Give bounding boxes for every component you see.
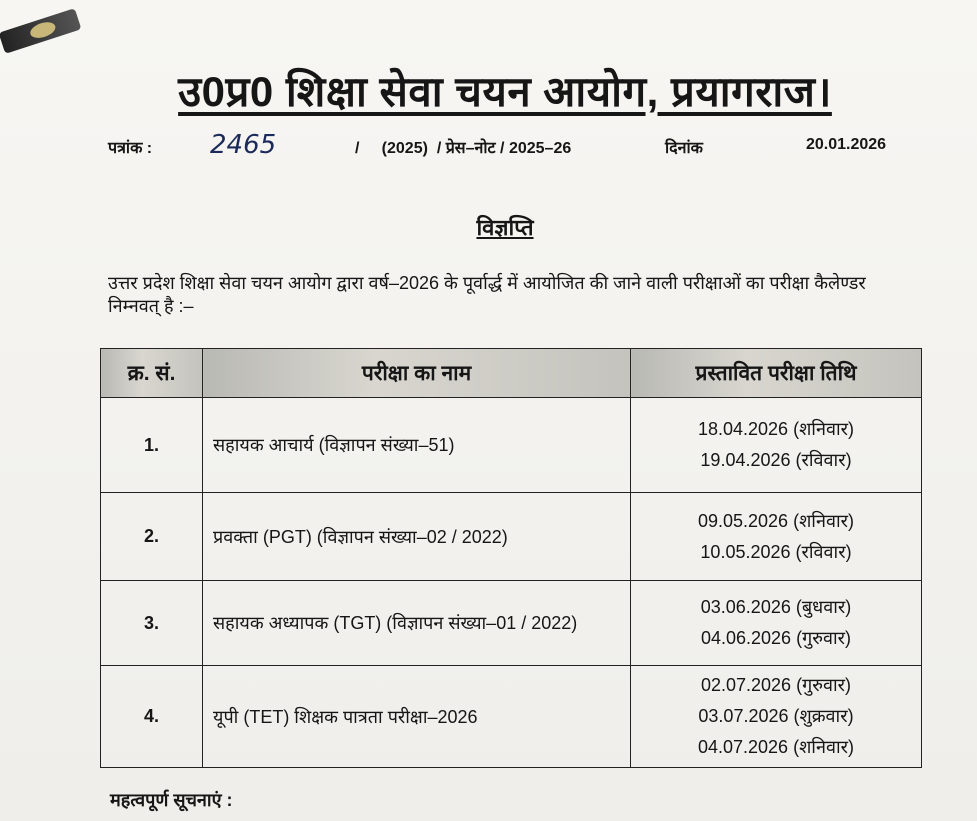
- row-exam-name: सहायक अध्यापक (TGT) (विज्ञापन संख्या–01 …: [202, 580, 631, 666]
- row-dates: 03.06.2026 (बुधवार) 04.06.2026 (गुरुवार): [630, 580, 922, 666]
- exam-date: 04.07.2026 (शनिवार): [697, 737, 854, 757]
- exam-date: 03.06.2026 (बुधवार): [700, 597, 852, 617]
- row-dates: 02.07.2026 (गुरुवार) 03.07.2026 (शुक्रवा…: [630, 665, 922, 768]
- table-row: 3. सहायक अध्यापक (TGT) (विज्ञापन संख्या–…: [100, 580, 922, 666]
- intro-paragraph: उत्तर प्रदेश शिक्षा सेवा चयन आयोग द्वारा…: [108, 273, 866, 316]
- date-label: दिनांक: [665, 140, 703, 157]
- notice-heading: विज्ञप्ति: [476, 215, 534, 240]
- row-exam-name: यूपी (TET) शिक्षक पात्रता परीक्षा–2026: [202, 665, 631, 768]
- row-serial: 3.: [100, 580, 203, 666]
- header-serial: क्र. सं.: [100, 348, 203, 398]
- header-proposed-date: प्रस्तावित परीक्षा तिथि: [630, 348, 922, 398]
- exam-date: 09.05.2026 (शनिवार): [697, 510, 854, 531]
- row-serial: 1.: [100, 397, 203, 493]
- row-exam-name: प्रवक्ता (PGT) (विज्ञापन संख्या–02 / 202…: [202, 492, 631, 581]
- reference-label: पत्रांक :: [108, 140, 153, 157]
- row-serial: 4.: [100, 665, 203, 768]
- reference-suffix: / (2025) / प्रेस–नोट / 2025–26: [355, 140, 572, 157]
- pen-tip: [28, 19, 58, 41]
- exam-date: 10.05.2026 (रविवार): [700, 541, 852, 562]
- table-header-row: क्र. सं. परीक्षा का नाम प्रस्तावित परीक्…: [100, 348, 922, 398]
- important-notices-heading: महत्वपूर्ण सूचनाएं :: [110, 790, 233, 810]
- date-value: 20.01.2026: [806, 136, 887, 153]
- exam-calendar-table: क्र. सं. परीक्षा का नाम प्रस्तावित परीक्…: [100, 348, 922, 768]
- row-serial: 2.: [100, 492, 203, 581]
- table-row: 2. प्रवक्ता (PGT) (विज्ञापन संख्या–02 / …: [100, 492, 922, 581]
- exam-date: 19.04.2026 (रविवार): [700, 450, 852, 470]
- table-row: 1. सहायक आचार्य (विज्ञापन संख्या–51) 18.…: [100, 397, 922, 493]
- exam-date: 18.04.2026 (शनिवार): [697, 419, 854, 439]
- document-title: उ0प्र0 शिक्षा सेवा चयन आयोग, प्रयागराज।: [178, 68, 832, 115]
- row-dates: 09.05.2026 (शनिवार) 10.05.2026 (रविवार): [630, 492, 922, 581]
- header-exam-name: परीक्षा का नाम: [202, 348, 631, 398]
- table-row: 4. यूपी (TET) शिक्षक पात्रता परीक्षा–202…: [100, 665, 922, 768]
- exam-date: 02.07.2026 (गुरुवार): [700, 675, 851, 695]
- row-dates: 18.04.2026 (शनिवार) 19.04.2026 (रविवार): [630, 397, 922, 493]
- exam-date: 04.06.2026 (गुरुवार): [700, 628, 851, 648]
- exam-date: 03.07.2026 (शुक्रवार): [698, 706, 854, 726]
- row-exam-name: सहायक आचार्य (विज्ञापन संख्या–51): [202, 397, 631, 493]
- reference-number-handwritten: 2465: [210, 130, 277, 160]
